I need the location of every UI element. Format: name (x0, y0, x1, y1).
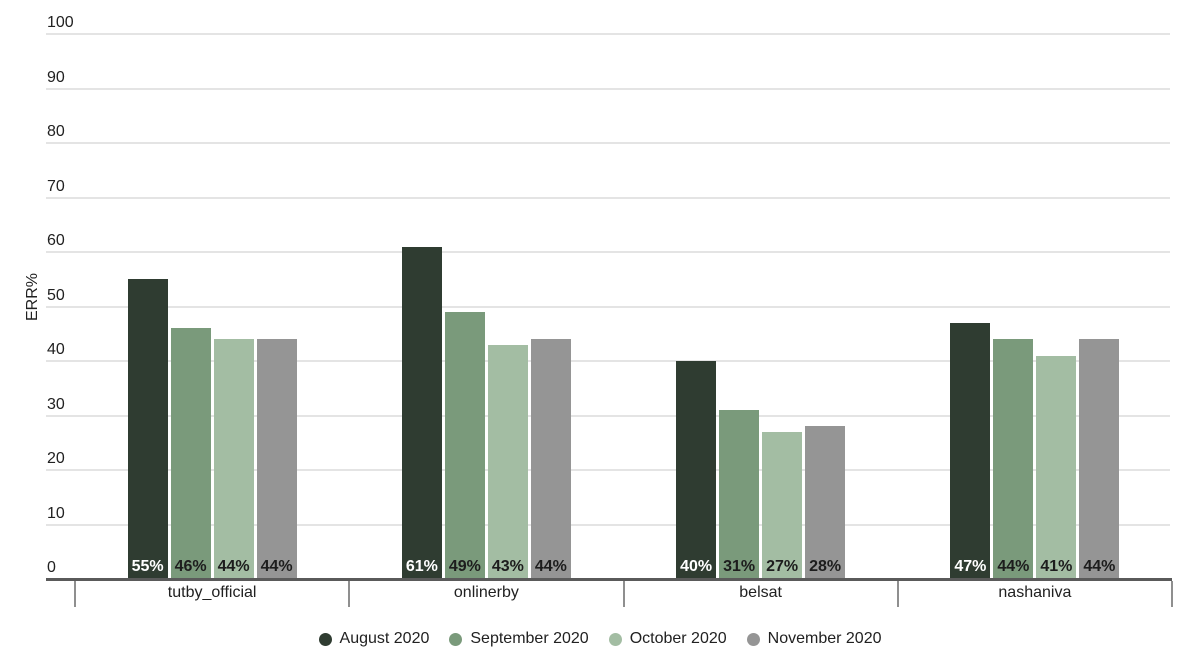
bar-value-label: 44% (997, 557, 1030, 575)
y-axis-tick-label: 0 (47, 559, 56, 576)
x-axis-tick (74, 581, 76, 607)
y-axis-title: ERR% (24, 272, 41, 322)
legend-label: September 2020 (470, 630, 589, 647)
bar: 28% (805, 426, 846, 579)
bar-value-label: 41% (1040, 557, 1073, 575)
bar: 47% (950, 322, 991, 579)
bar: 27% (762, 431, 803, 579)
bar: 41% (1036, 355, 1077, 579)
gridline (46, 523, 1170, 526)
legend-color-dot (318, 632, 332, 646)
bar: 44% (256, 339, 297, 579)
bar-value-label: 55% (131, 558, 164, 575)
bar: 49% (444, 311, 485, 579)
gridline (46, 414, 1170, 417)
legend-item: October 2020 (608, 630, 727, 648)
gridline (46, 142, 1170, 144)
bar: 46% (170, 328, 211, 579)
bar-value-label: 44% (217, 557, 250, 575)
bar-value-label: 28% (809, 557, 842, 575)
bar-value-label: 61% (405, 557, 438, 575)
y-axis-tick-label: 30 (47, 395, 65, 413)
gridline (46, 196, 1170, 199)
y-axis-tick-label: 20 (47, 450, 65, 467)
bar: 44% (213, 339, 254, 579)
legend-color-dot (746, 632, 760, 646)
bar: 61% (401, 246, 442, 579)
legend-color-dot (608, 632, 622, 646)
x-axis-tick (1171, 581, 1173, 607)
legend-item: August 2020 (318, 630, 430, 648)
y-axis-tick-label: 100 (47, 14, 74, 31)
bar-value-label: 44% (260, 557, 293, 575)
bar: 44% (993, 339, 1034, 579)
bar-value-label: 46% (174, 557, 207, 575)
x-axis-tick (896, 581, 899, 607)
category-label: tutby_official (167, 584, 257, 601)
bar: 43% (487, 344, 528, 579)
bar-value-label: 44% (534, 557, 567, 575)
bar: 55% (127, 279, 168, 579)
legend-item: September 2020 (449, 630, 589, 648)
bar: 40% (676, 361, 717, 579)
y-axis-tick-label: 90 (47, 68, 65, 86)
legend: August 2020 September 2020 October 2020 Nov… (0, 628, 1200, 650)
category-label: onlinerby (453, 584, 519, 601)
gridline (46, 87, 1170, 90)
bar-value-label: 44% (1083, 557, 1116, 575)
x-axis-line (46, 578, 1172, 581)
legend-label: November 2020 (767, 630, 882, 647)
bar: 44% (1079, 339, 1120, 579)
bar-value-label: 31% (723, 557, 756, 575)
y-axis-tick-label: 80 (47, 123, 65, 140)
bar: 44% (530, 339, 571, 579)
y-axis-tick-label: 70 (47, 177, 65, 195)
category-label: nashaniva (998, 584, 1072, 601)
bar-value-label: 47% (954, 557, 987, 575)
gridline (46, 360, 1170, 362)
bar: 31% (719, 410, 760, 579)
legend-label: October 2020 (629, 630, 727, 647)
x-axis-tick (348, 581, 351, 607)
legend-color-dot (449, 632, 463, 646)
y-axis-tick-label: 50 (47, 286, 65, 304)
bar-value-label: 40% (680, 558, 713, 575)
x-axis-tick (622, 581, 625, 607)
gridline (46, 251, 1170, 253)
legend-label: August 2020 (339, 630, 430, 647)
legend-item: November 2020 (746, 630, 882, 648)
y-axis-tick-label: 60 (47, 232, 65, 249)
gridline (46, 469, 1170, 471)
bar-value-label: 27% (766, 557, 799, 575)
gridline (46, 33, 1170, 35)
category-label: belsat (739, 584, 782, 601)
bar-value-label: 43% (491, 557, 524, 575)
bar-value-label: 49% (448, 557, 481, 575)
y-axis-tick-label: 10 (47, 504, 65, 522)
y-axis-tick-label: 40 (47, 341, 65, 358)
gridline (46, 305, 1170, 308)
